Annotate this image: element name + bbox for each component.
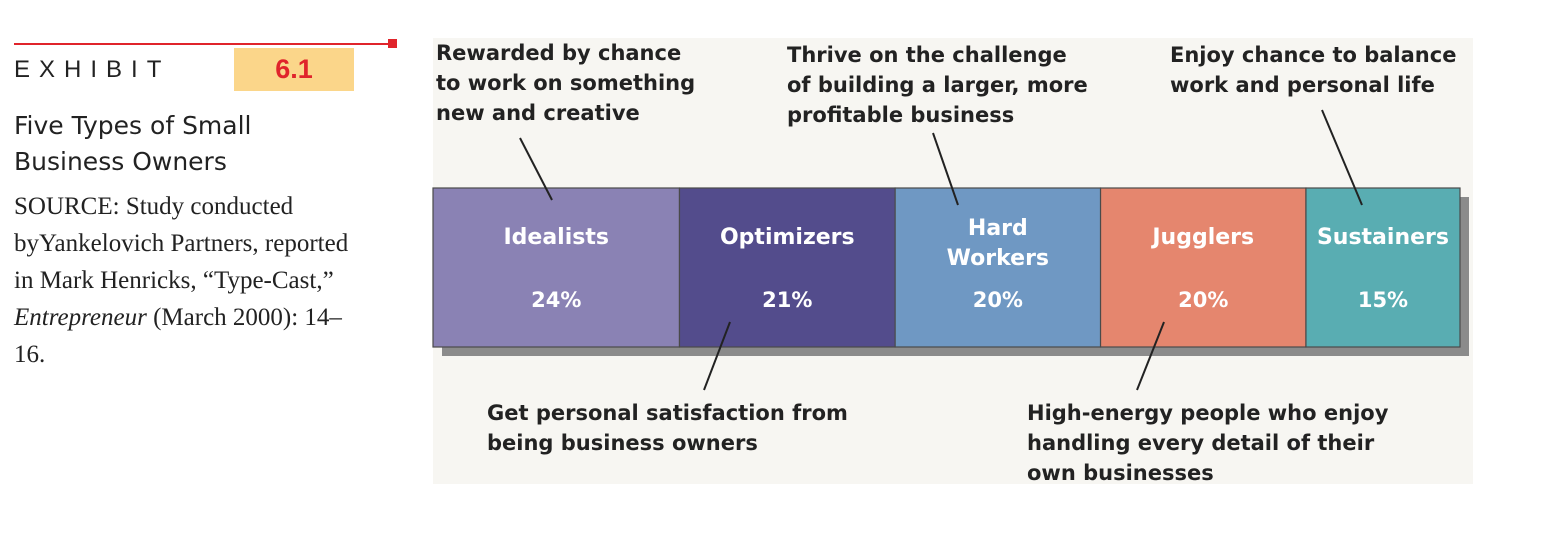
exhibit-source: SOURCE: Study conducted byYankelovich Pa… <box>14 188 359 373</box>
annotation-sustainers: work and personal life <box>1170 73 1435 97</box>
annotation-optimizers: being business owners <box>487 431 758 455</box>
value-label-jugglers: 20% <box>1178 288 1228 312</box>
value-label-optimizers: 21% <box>762 288 812 312</box>
annotation-sustainers: Enjoy chance to balance <box>1170 43 1456 67</box>
exhibit-rule <box>14 43 394 45</box>
category-label-jugglers: Jugglers <box>1150 225 1254 250</box>
leader-line-jugglers <box>1136 321 1165 391</box>
exhibit-number-box: 6.1 <box>234 48 354 91</box>
category-label-sustainers: Sustainers <box>1317 225 1449 250</box>
annotation-hard-workers: profitable business <box>787 103 1014 127</box>
leader-line-sustainers <box>1321 109 1363 206</box>
exhibit-label: EXHIBIT <box>14 56 171 83</box>
value-label-idealists: 24% <box>531 288 581 312</box>
value-label-sustainers: 15% <box>1358 288 1408 312</box>
source-text: SOURCE: Study conducted byYankelovich Pa… <box>14 193 349 294</box>
annotation-hard-workers: Thrive on the challenge <box>787 43 1067 67</box>
category-label-optimizers: Optimizers <box>720 225 855 250</box>
exhibit-title: Five Types of Small Business Owners <box>14 111 252 176</box>
annotation-jugglers: High-energy people who enjoy <box>1027 401 1389 425</box>
annotation-idealists: Rewarded by chance <box>436 41 681 65</box>
value-label-hard-workers: 20% <box>973 288 1023 312</box>
bar-hard-workers <box>894 187 1102 348</box>
annotation-jugglers: own businesses <box>1027 461 1214 485</box>
annotation-optimizers: Get personal satisfaction from <box>487 401 848 425</box>
source-date: (March 2000): 14–16. <box>14 304 342 368</box>
bar-optimizers <box>678 187 896 348</box>
exhibit-rule-marker <box>388 39 397 48</box>
leader-line-idealists <box>519 137 553 201</box>
annotation-hard-workers: of building a larger, more <box>787 73 1088 97</box>
annotation-jugglers: handling every detail of their <box>1027 431 1375 455</box>
leader-line-hard-workers <box>932 132 959 206</box>
exhibit-number: 6.1 <box>275 54 313 84</box>
bar-idealists <box>432 187 681 348</box>
category-label-idealists: Idealists <box>503 225 609 250</box>
category-label-hard-workers: Workers <box>947 246 1049 271</box>
source-publication: Entrepreneur <box>14 304 147 331</box>
annotation-idealists: to work on something <box>436 71 695 95</box>
bar-jugglers <box>1099 187 1307 348</box>
category-label-hard-workers: Hard <box>968 216 1028 241</box>
annotation-idealists: new and creative <box>436 101 640 125</box>
bar-sustainers <box>1305 187 1461 348</box>
leader-line-optimizers <box>703 321 731 391</box>
